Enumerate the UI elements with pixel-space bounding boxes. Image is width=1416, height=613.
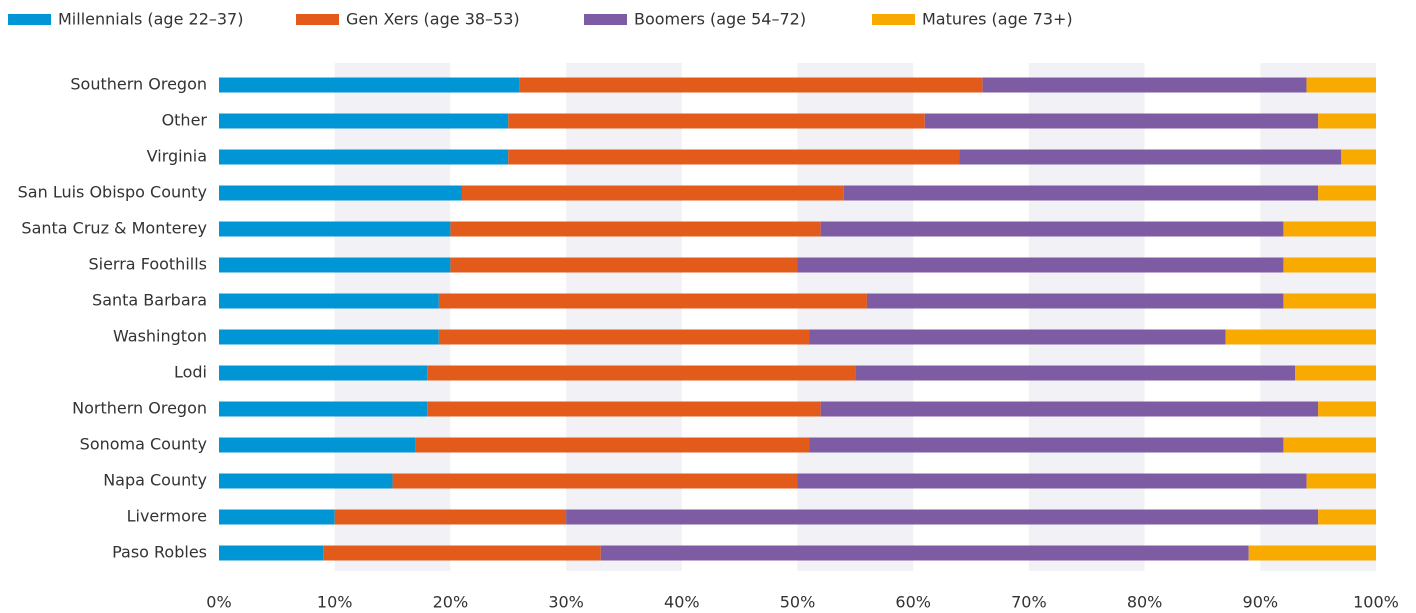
bar-segment bbox=[219, 545, 324, 561]
bar-segment bbox=[392, 473, 798, 489]
bar-segment bbox=[219, 509, 335, 525]
x-tick-label: 100% bbox=[1353, 593, 1399, 612]
bar-segment bbox=[219, 113, 509, 129]
bar-segment bbox=[219, 365, 428, 381]
y-tick-label: Virginia bbox=[147, 147, 207, 166]
legend-swatch bbox=[296, 14, 339, 25]
x-tick-label: 60% bbox=[895, 593, 931, 612]
bar-segment bbox=[427, 401, 821, 417]
grid-band bbox=[1260, 63, 1376, 571]
bar-segment bbox=[461, 185, 844, 201]
x-tick-label: 80% bbox=[1127, 593, 1163, 612]
bar-segment bbox=[1318, 113, 1376, 129]
bar-segment bbox=[809, 437, 1284, 453]
x-tick-label: 30% bbox=[548, 593, 584, 612]
bar-segment bbox=[1283, 437, 1376, 453]
grid-band bbox=[566, 63, 682, 571]
bar-segment bbox=[1225, 329, 1376, 345]
bar-segment bbox=[600, 545, 1249, 561]
bar-segment bbox=[1283, 293, 1376, 309]
x-tick-label: 0% bbox=[206, 593, 231, 612]
y-tick-label: Livermore bbox=[127, 507, 207, 526]
bar-segment bbox=[866, 293, 1284, 309]
bar-segment bbox=[438, 293, 867, 309]
bar-segment bbox=[843, 185, 1319, 201]
bar-segment bbox=[797, 257, 1284, 273]
legend-label: Gen Xers (age 38–53) bbox=[346, 10, 520, 29]
bar-segment bbox=[508, 113, 925, 129]
bar-segment bbox=[219, 437, 416, 453]
bar-segment bbox=[820, 401, 1319, 417]
x-tick-label: 90% bbox=[1243, 593, 1279, 612]
bar-segment bbox=[219, 293, 439, 309]
legend-swatch bbox=[584, 14, 627, 25]
x-tick-label: 50% bbox=[780, 593, 816, 612]
bar-segment bbox=[438, 329, 810, 345]
bar-segment bbox=[924, 113, 1319, 129]
grid-band bbox=[334, 63, 451, 571]
bar-segment bbox=[1306, 77, 1376, 93]
bar-segment bbox=[855, 365, 1296, 381]
bar-segment bbox=[809, 329, 1226, 345]
bar-segment bbox=[1318, 509, 1376, 525]
y-tick-label: Santa Cruz & Monterey bbox=[21, 219, 207, 238]
x-tick-label: 10% bbox=[317, 593, 353, 612]
bar-segment bbox=[450, 221, 821, 237]
bar-segment bbox=[1318, 185, 1376, 201]
y-tick-label: Lodi bbox=[174, 363, 207, 382]
bar-segment bbox=[334, 509, 567, 525]
bar-segment bbox=[982, 77, 1307, 93]
bar-segment bbox=[219, 185, 462, 201]
bar-segment bbox=[1295, 365, 1376, 381]
y-tick-label: Santa Barbara bbox=[92, 291, 207, 310]
bar-segment bbox=[219, 473, 393, 489]
bar-segment bbox=[1283, 257, 1376, 273]
grid-band bbox=[797, 63, 914, 571]
y-tick-label: Paso Robles bbox=[112, 543, 207, 562]
bar-segment bbox=[450, 257, 798, 273]
bar-segment bbox=[1283, 221, 1376, 237]
grid-band bbox=[1028, 63, 1145, 571]
bar-segment bbox=[566, 509, 1319, 525]
legend-label: Boomers (age 54–72) bbox=[634, 10, 806, 29]
y-tick-label: Southern Oregon bbox=[70, 75, 207, 94]
x-tick-label: 70% bbox=[1011, 593, 1047, 612]
legend-swatch bbox=[872, 14, 915, 25]
bar-segment bbox=[219, 329, 439, 345]
bar-segment bbox=[1306, 473, 1376, 489]
x-tick-label: 40% bbox=[664, 593, 700, 612]
bar-segment bbox=[323, 545, 601, 561]
bar-segment bbox=[1341, 149, 1376, 165]
bar-segment bbox=[219, 401, 428, 417]
bar-segment bbox=[797, 473, 1307, 489]
legend-label: Millennials (age 22–37) bbox=[58, 10, 243, 29]
bar-segment bbox=[1248, 545, 1376, 561]
bar-segment bbox=[1318, 401, 1376, 417]
y-tick-label: Northern Oregon bbox=[72, 399, 207, 418]
bar-segment bbox=[519, 77, 983, 93]
y-tick-label: Napa County bbox=[103, 471, 207, 490]
bar-segment bbox=[219, 221, 451, 237]
y-tick-label: San Luis Obispo County bbox=[18, 183, 207, 202]
bar-segment bbox=[219, 77, 520, 93]
y-tick-label: Washington bbox=[113, 327, 207, 346]
bar-segment bbox=[427, 365, 856, 381]
legend-label: Matures (age 73+) bbox=[922, 10, 1073, 29]
bar-segment bbox=[508, 149, 960, 165]
bar-segment bbox=[219, 149, 509, 165]
x-tick-label: 20% bbox=[433, 593, 469, 612]
y-tick-label: Other bbox=[162, 111, 208, 130]
bar-segment bbox=[415, 437, 810, 453]
y-tick-label: Sierra Foothills bbox=[88, 255, 207, 274]
bar-segment bbox=[959, 149, 1342, 165]
bar-segment bbox=[219, 257, 451, 273]
y-tick-label: Sonoma County bbox=[80, 435, 207, 454]
bar-segment bbox=[820, 221, 1284, 237]
legend-swatch bbox=[8, 14, 51, 25]
